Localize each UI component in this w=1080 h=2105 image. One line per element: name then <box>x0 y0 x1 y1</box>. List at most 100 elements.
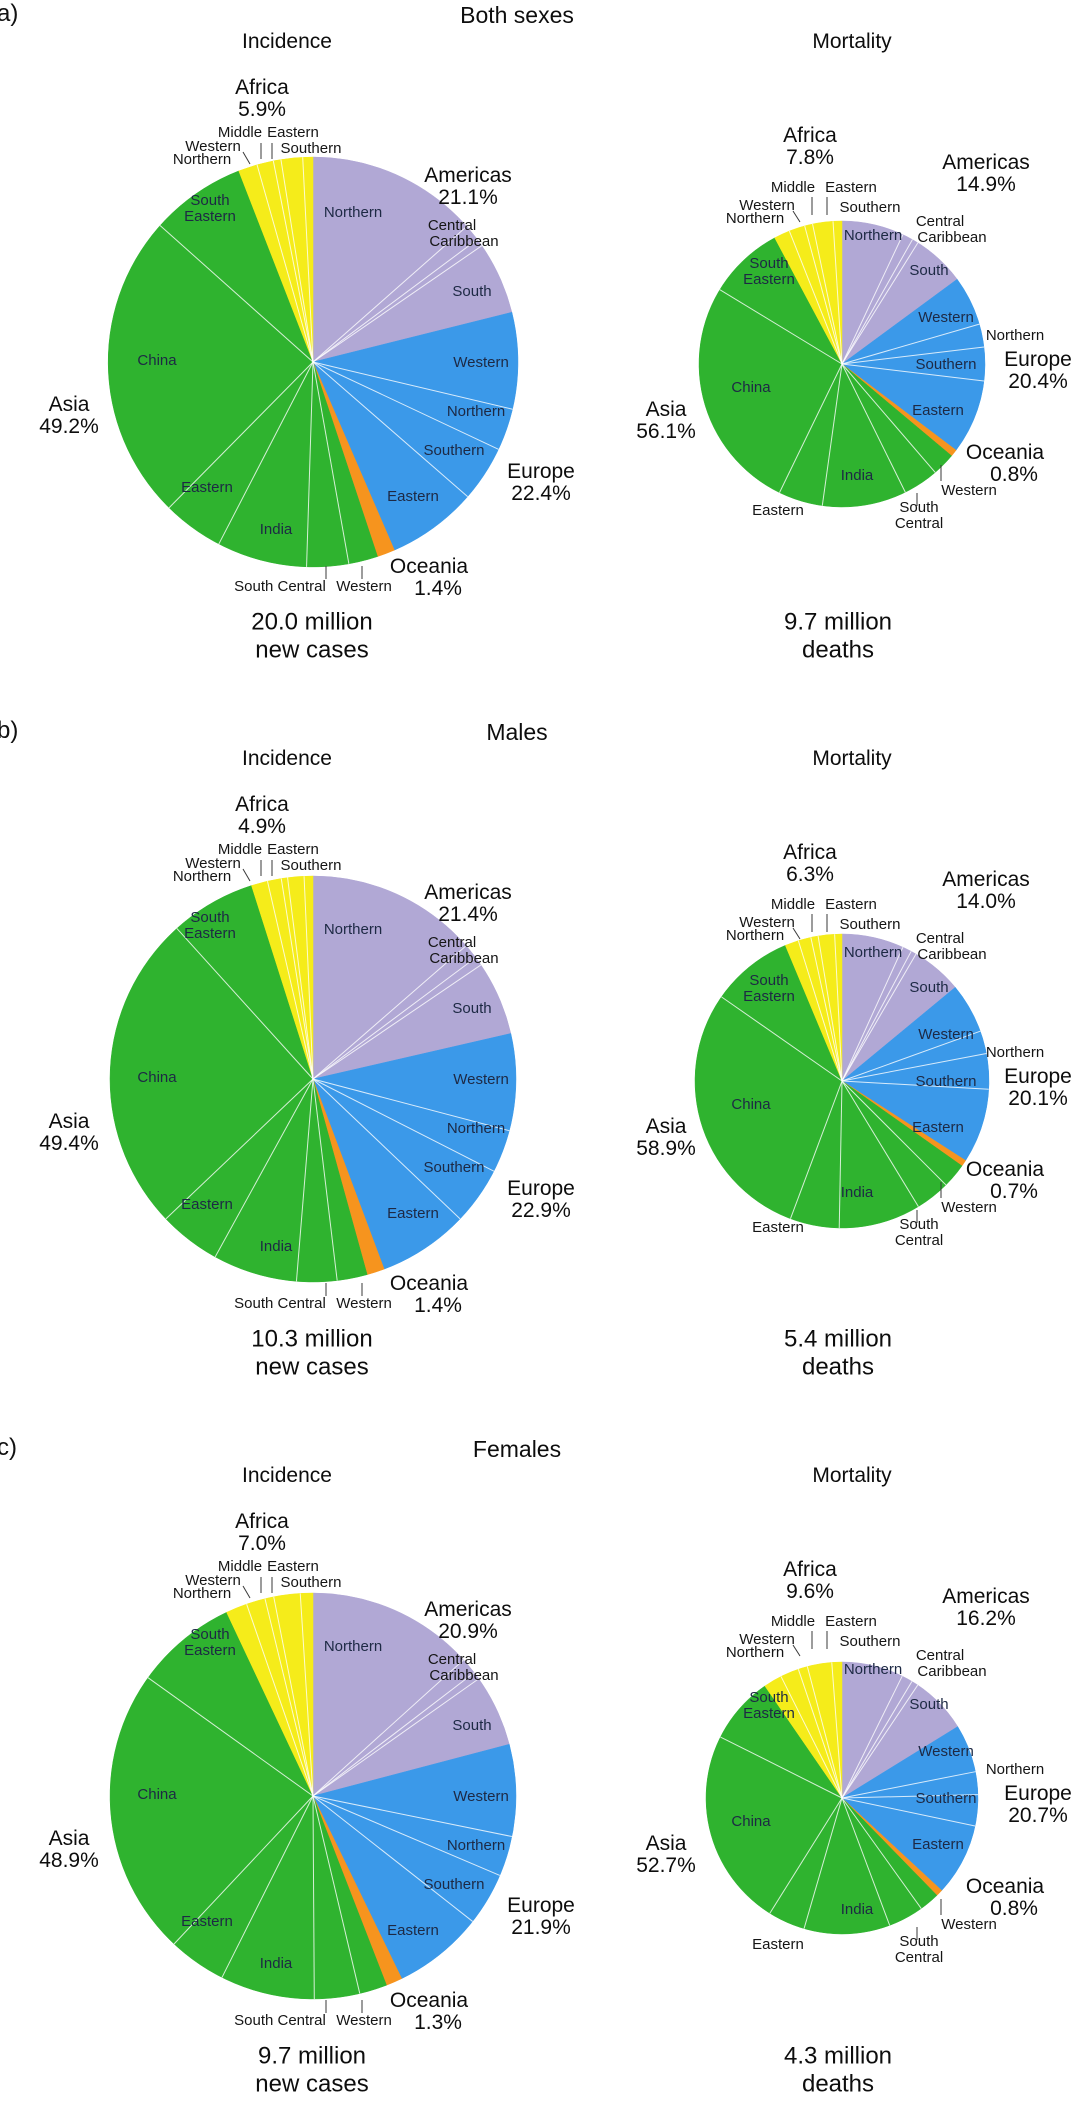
label-subregion-northern: Northern <box>323 921 383 939</box>
label-subregion-western: Western <box>739 1631 795 1649</box>
label-subregion-india: India <box>259 1955 293 1973</box>
label-subregion-eastern: Eastern <box>912 1836 964 1854</box>
subregion-divider <box>834 934 843 1082</box>
subregion-divider <box>312 964 482 1080</box>
label-subregion-south: South <box>909 1696 949 1714</box>
label-europe-name: Europe <box>507 1893 575 1917</box>
label-subregion-northern: Northern <box>843 1661 903 1679</box>
label-subregion-western: Western <box>185 138 241 156</box>
label-subregion-central: Central <box>427 934 477 952</box>
label-oceania-pct: 0.8% <box>990 462 1038 486</box>
label-subregion-eastern: Eastern <box>267 124 319 142</box>
subregion-divider <box>312 1795 501 1876</box>
label-subregion-middle: Middle <box>217 124 263 142</box>
label-subregion-india: India <box>840 467 874 485</box>
label-africa-name: Africa <box>783 1557 837 1581</box>
caption-line2-mortality: deaths <box>801 636 875 664</box>
label-subregion-middle: Middle <box>770 179 816 197</box>
label-subregion-central: Central <box>427 1651 477 1669</box>
caption-line1-incidence: 9.7 million <box>257 2042 367 2070</box>
label-oceania-name: Oceania <box>389 554 469 578</box>
label-subregion-northern: Northern <box>985 1761 1045 1779</box>
label-subregion-south: South <box>909 262 949 280</box>
wedge-africa <box>784 933 843 1082</box>
label-subregion-caribbean: Caribbean <box>917 1663 987 1681</box>
label-asia-pct: 58.9% <box>636 1136 696 1160</box>
label-oceania-pct: 1.4% <box>414 576 462 600</box>
label-africa-pct: 9.6% <box>786 1579 834 1603</box>
mortality-subtitle-a: Mortality <box>812 29 892 53</box>
label-subregion-eastern: Eastern <box>912 1119 964 1137</box>
subregion-divider <box>719 289 843 365</box>
wedge-oceania <box>312 1078 385 1275</box>
panel-letter-b: b) <box>0 717 19 744</box>
label-subregion-eastern: Eastern <box>267 1558 319 1576</box>
label-asia-pct: 52.7% <box>636 1853 696 1877</box>
incidence-subtitle-b: Incidence <box>242 746 332 770</box>
label-africa-pct: 6.3% <box>786 862 834 886</box>
subregion-divider <box>841 234 904 365</box>
subregion-divider <box>312 239 478 363</box>
label-subregion-india: India <box>840 1184 874 1202</box>
label-subregion-eastern: Eastern <box>181 1196 233 1214</box>
label-subregion-caribbean: Caribbean <box>429 233 499 251</box>
subregion-divider <box>312 1678 480 1797</box>
label-tick <box>242 868 251 882</box>
wedge-oceania <box>312 1795 403 1986</box>
subregion-divider <box>838 1080 843 1228</box>
label-africa-pct: 7.0% <box>238 1531 286 1555</box>
label-subregion-south-eastern: South Eastern <box>184 1626 236 1659</box>
caption-line2-mortality: deaths <box>801 2070 875 2098</box>
label-asia-name: Asia <box>645 1114 687 1138</box>
label-europe-name: Europe <box>1004 1064 1072 1088</box>
subregion-divider <box>312 1795 315 2000</box>
incidence-subtitle-a: Incidence <box>242 29 332 53</box>
label-oceania-pct: 0.7% <box>990 1179 1038 1203</box>
label-subregion-western: Western <box>918 309 974 327</box>
label-subregion-central: Central <box>915 930 965 948</box>
label-europe-name: Europe <box>1004 347 1072 371</box>
label-subregion-western: Western <box>739 197 795 215</box>
label-subregion-western: Western <box>336 2012 392 2030</box>
label-subregion-central: Central <box>915 1647 965 1665</box>
label-americas-name: Americas <box>424 880 512 904</box>
label-subregion-northern: Northern <box>172 151 232 169</box>
label-subregion-western: Western <box>336 578 392 596</box>
label-americas-pct: 14.0% <box>956 889 1016 913</box>
label-subregion-northern: Northern <box>985 1044 1045 1062</box>
label-subregion-south-eastern: South Eastern <box>184 192 236 225</box>
subregion-divider <box>804 225 843 365</box>
label-subregion-south-central: South Central <box>234 2012 326 2030</box>
label-subregion-south-eastern: South Eastern <box>184 909 236 942</box>
label-subregion-northern: Northern <box>985 327 1045 345</box>
label-subregion-western: Western <box>918 1743 974 1761</box>
label-subregion-eastern: Eastern <box>825 179 877 197</box>
label-subregion-eastern: Eastern <box>752 502 804 520</box>
subregion-divider <box>312 1672 475 1797</box>
label-oceania-name: Oceania <box>965 1157 1045 1181</box>
label-europe-pct: 22.4% <box>511 481 571 505</box>
panel-title-a: Both sexes <box>460 1 574 28</box>
label-subregion-southern: Southern <box>280 140 342 158</box>
caption-line1-mortality: 5.4 million <box>783 1325 893 1353</box>
label-subregion-southern: Southern <box>915 1790 977 1808</box>
subregion-divider <box>214 1078 314 1258</box>
label-africa-name: Africa <box>783 840 837 864</box>
label-americas-pct: 21.4% <box>438 902 498 926</box>
mortality-subtitle-c: Mortality <box>812 1463 892 1487</box>
label-subregion-china: China <box>731 1813 771 1831</box>
label-subregion-eastern: Eastern <box>181 1913 233 1931</box>
label-subregion-india: India <box>840 1901 874 1919</box>
panel-title-c: Females <box>472 1435 562 1462</box>
label-asia-name: Asia <box>48 1826 90 1850</box>
label-subregion-southern: Southern <box>839 1633 901 1651</box>
label-subregion-southern: Southern <box>839 199 901 217</box>
subregion-divider <box>299 1593 314 1797</box>
label-asia-pct: 49.4% <box>39 1131 99 1155</box>
label-subregion-middle: Middle <box>770 896 816 914</box>
label-subregion-eastern: Eastern <box>752 1219 804 1237</box>
label-subregion-central: Central <box>915 213 965 231</box>
subregion-divider <box>312 1795 361 1994</box>
label-americas-pct: 21.1% <box>438 185 498 209</box>
subregion-divider <box>273 1596 314 1797</box>
